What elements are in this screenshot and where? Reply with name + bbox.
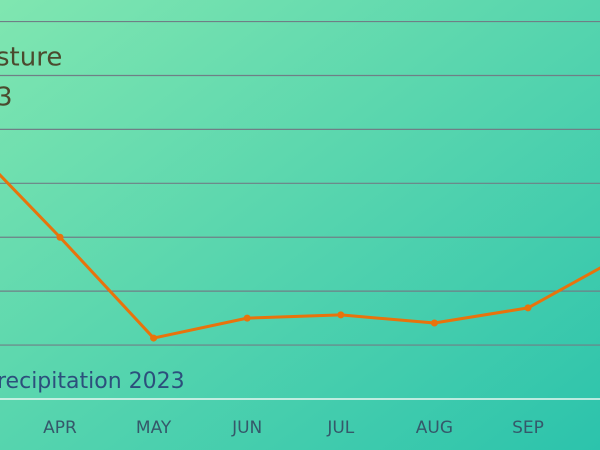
x-tick-label: SEP xyxy=(512,418,544,438)
point xyxy=(337,311,345,319)
x-tick-label: AUG xyxy=(416,418,453,438)
point xyxy=(430,319,438,327)
point xyxy=(150,334,158,342)
line xyxy=(0,172,600,340)
annotation: recipitation 2023 xyxy=(0,369,185,394)
chart-title: sture xyxy=(0,43,62,73)
point xyxy=(243,314,251,322)
x-tick-label: MAY xyxy=(136,418,172,438)
chart-subtitle: 3 xyxy=(0,83,13,113)
x-tick-label: APR xyxy=(43,418,77,438)
point xyxy=(56,233,64,241)
point xyxy=(524,304,532,312)
x-tick-label: JUL xyxy=(326,418,354,438)
x-tick-label: JUN xyxy=(231,418,262,438)
